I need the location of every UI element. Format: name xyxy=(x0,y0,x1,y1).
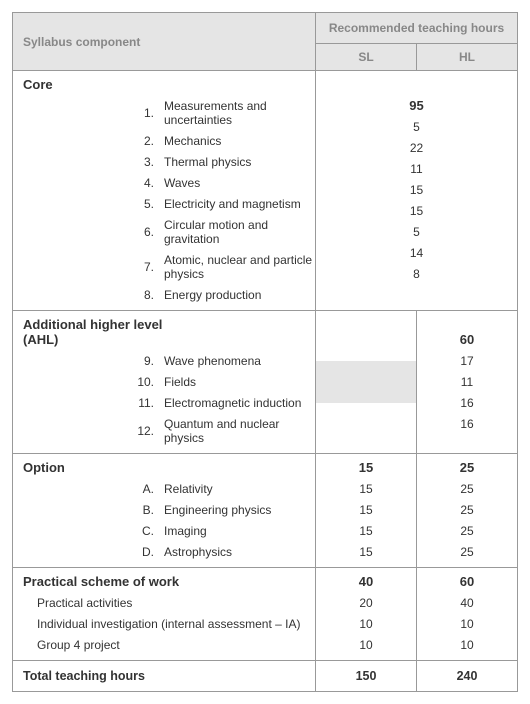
total-hl: 240 xyxy=(417,661,518,692)
item-hl: 10 xyxy=(417,635,517,660)
item-hl: 11 xyxy=(417,372,517,393)
item-hl: 16 xyxy=(417,414,517,439)
section-hl-total: 60 xyxy=(417,326,517,351)
item-value: 15 xyxy=(316,201,517,222)
item-index: 7. xyxy=(13,250,164,285)
item-sl xyxy=(316,371,416,378)
syllabus-table: Syllabus component Recommended teaching … xyxy=(12,12,518,692)
item-label: Energy production xyxy=(164,285,315,310)
section-title: Additional higher level (AHL) xyxy=(13,311,164,351)
item-hl: 25 xyxy=(417,542,517,567)
section-row: Additional higher level (AHL)9.Wave phen… xyxy=(13,311,518,454)
section-title: Core xyxy=(13,71,164,96)
item-label: Relativity xyxy=(164,479,315,500)
section-sl-total xyxy=(316,361,416,371)
item-index: C. xyxy=(13,521,164,542)
item-hl: 25 xyxy=(417,500,517,521)
item-index: 11. xyxy=(13,393,164,414)
item-label: Electromagnetic induction xyxy=(164,393,315,414)
item-index: A. xyxy=(13,479,164,500)
item-sl: 15 xyxy=(316,500,416,521)
item-label: Mechanics xyxy=(164,131,315,152)
item-label: Fields xyxy=(164,372,315,393)
item-label: Group 4 project xyxy=(13,635,315,660)
item-sl xyxy=(316,392,416,403)
section-row: OptionA.RelativityB.Engineering physicsC… xyxy=(13,454,518,568)
item-label: Astrophysics xyxy=(164,542,315,567)
item-value: 22 xyxy=(316,138,517,159)
total-row: Total teaching hours 150 240 xyxy=(13,661,518,692)
item-value: 15 xyxy=(316,180,517,201)
item-label: Engineering physics xyxy=(164,500,315,521)
section-row: Core1.Measurements and uncertainties2.Me… xyxy=(13,71,518,311)
item-label: Waves xyxy=(164,173,315,194)
item-label: Wave phenomena xyxy=(164,351,315,372)
item-index: 8. xyxy=(13,285,164,310)
item-sl: 15 xyxy=(316,521,416,542)
item-sl: 10 xyxy=(316,635,416,660)
item-hl: 25 xyxy=(417,521,517,542)
header-row-1: Syllabus component Recommended teaching … xyxy=(13,13,518,44)
item-index: D. xyxy=(13,542,164,567)
item-sl: 20 xyxy=(316,593,416,614)
item-label: Thermal physics xyxy=(164,152,315,173)
section-total: 95 xyxy=(316,92,517,117)
section-hl-total: 25 xyxy=(417,454,517,479)
item-value: 14 xyxy=(316,243,517,264)
total-sl: 150 xyxy=(316,661,417,692)
item-index: 2. xyxy=(13,131,164,152)
item-index: 12. xyxy=(13,414,164,453)
item-index: 9. xyxy=(13,351,164,372)
item-index: 1. xyxy=(13,96,164,131)
item-label: Electricity and magnetism xyxy=(164,194,315,215)
item-index: 10. xyxy=(13,372,164,393)
item-value: 5 xyxy=(316,117,517,138)
total-label: Total teaching hours xyxy=(13,661,316,692)
item-label: Atomic, nuclear and particle physics xyxy=(164,250,315,285)
item-sl xyxy=(316,385,416,392)
item-index: 3. xyxy=(13,152,164,173)
section-row: Practical scheme of workPractical activi… xyxy=(13,568,518,661)
item-index: 4. xyxy=(13,173,164,194)
header-sl: SL xyxy=(316,44,417,71)
header-component: Syllabus component xyxy=(13,13,316,71)
item-sl: 15 xyxy=(316,542,416,567)
item-hl: 25 xyxy=(417,479,517,500)
item-sl xyxy=(316,378,416,385)
header-recommended: Recommended teaching hours xyxy=(316,13,518,44)
item-value: 5 xyxy=(316,222,517,243)
item-label: Individual investigation (internal asses… xyxy=(13,614,315,635)
section-hl-total: 60 xyxy=(417,568,517,593)
item-index: 5. xyxy=(13,194,164,215)
header-hl: HL xyxy=(417,44,518,71)
item-sl: 10 xyxy=(316,614,416,635)
section-sl-total: 15 xyxy=(316,454,416,479)
item-hl: 17 xyxy=(417,351,517,372)
item-index: B. xyxy=(13,500,164,521)
section-title: Option xyxy=(13,454,164,479)
section-title: Practical scheme of work xyxy=(13,568,315,593)
item-label: Imaging xyxy=(164,521,315,542)
item-index: 6. xyxy=(13,215,164,250)
item-hl: 16 xyxy=(417,393,517,414)
item-sl: 15 xyxy=(316,479,416,500)
section-sl-total: 40 xyxy=(316,568,416,593)
item-label: Quantum and nuclear physics xyxy=(164,414,315,453)
item-hl: 40 xyxy=(417,593,517,614)
item-label: Measurements and uncertainties xyxy=(164,96,315,131)
item-hl: 10 xyxy=(417,614,517,635)
item-label: Circular motion and gravitation xyxy=(164,215,315,250)
item-value: 8 xyxy=(316,264,517,289)
item-value: 11 xyxy=(316,159,517,180)
item-label: Practical activities xyxy=(13,593,315,614)
